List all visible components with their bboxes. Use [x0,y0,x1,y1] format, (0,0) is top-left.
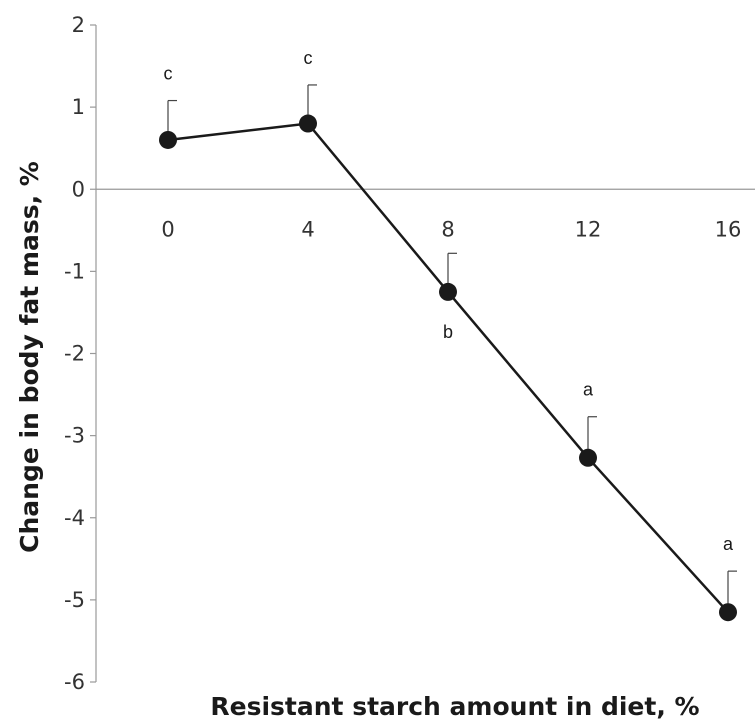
y-tick-label: 1 [72,95,85,119]
x-tick-label: 8 [441,217,454,241]
x-axis-title: Resistant starch amount in diet, % [210,692,699,721]
x-tick-label: 12 [575,217,602,241]
y-tick-label: 2 [72,13,85,37]
y-axis-title: Change in body fat mass, % [15,161,44,553]
y-tick-label: -6 [64,670,85,694]
data-point [439,282,457,301]
data-point [579,448,597,467]
x-tick-label: 0 [161,217,174,241]
significance-label: c [164,64,173,84]
data-point [719,603,737,622]
y-tick-label: 0 [72,177,85,201]
y-axis: 2 1 0 -1 -2 -3 -4 -5 -6 [64,13,97,694]
x-tick-label: 16 [715,217,742,241]
data-point [299,114,317,133]
y-tick-label: -4 [64,506,85,530]
plot-area: c c b a a [159,48,737,622]
x-tick-label: 4 [301,217,314,241]
y-tick-label: -2 [64,342,85,366]
significance-label: c [304,48,313,68]
y-tick-label: -1 [64,259,85,283]
significance-label: a [723,534,734,554]
series-line [167,122,729,614]
x-axis: 0 4 8 12 16 [96,188,755,241]
significance-label: b [443,322,453,342]
data-point [159,130,177,149]
y-tick-label: -5 [64,588,85,612]
y-tick-label: -3 [64,424,85,448]
significance-label: a [583,380,594,400]
